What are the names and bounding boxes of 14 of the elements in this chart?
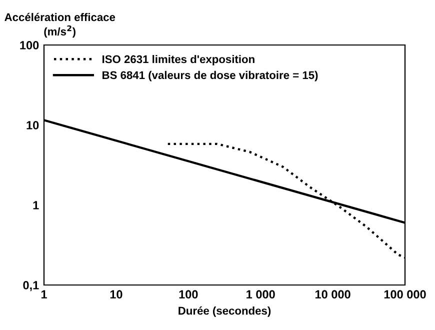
x-tick-label: 10 000 — [315, 290, 350, 299]
legend-label: BS 6841 (valeurs de dose vibratoire = 15) — [102, 70, 318, 82]
x-tick-label: 10 — [110, 290, 122, 299]
y-tick-label: 10 — [26, 121, 39, 130]
y-tick-label: 100 — [20, 41, 39, 50]
legend-label: ISO 2631 limites d'exposition — [102, 55, 254, 66]
y-tick-label: 0,1 — [23, 281, 39, 292]
x-axis-title: Durée (secondes) — [178, 306, 271, 317]
x-tick-label: 100 000 — [384, 290, 426, 299]
x-tick-label: 1 000 — [246, 290, 275, 299]
x-tick-label: 100 — [179, 290, 198, 299]
y-tick-label: 1 — [33, 201, 39, 210]
x-tick-label: 1 — [41, 290, 47, 298]
y-axis-title: Accélération efficace (m/s$^{2}$) — [4, 12, 116, 38]
